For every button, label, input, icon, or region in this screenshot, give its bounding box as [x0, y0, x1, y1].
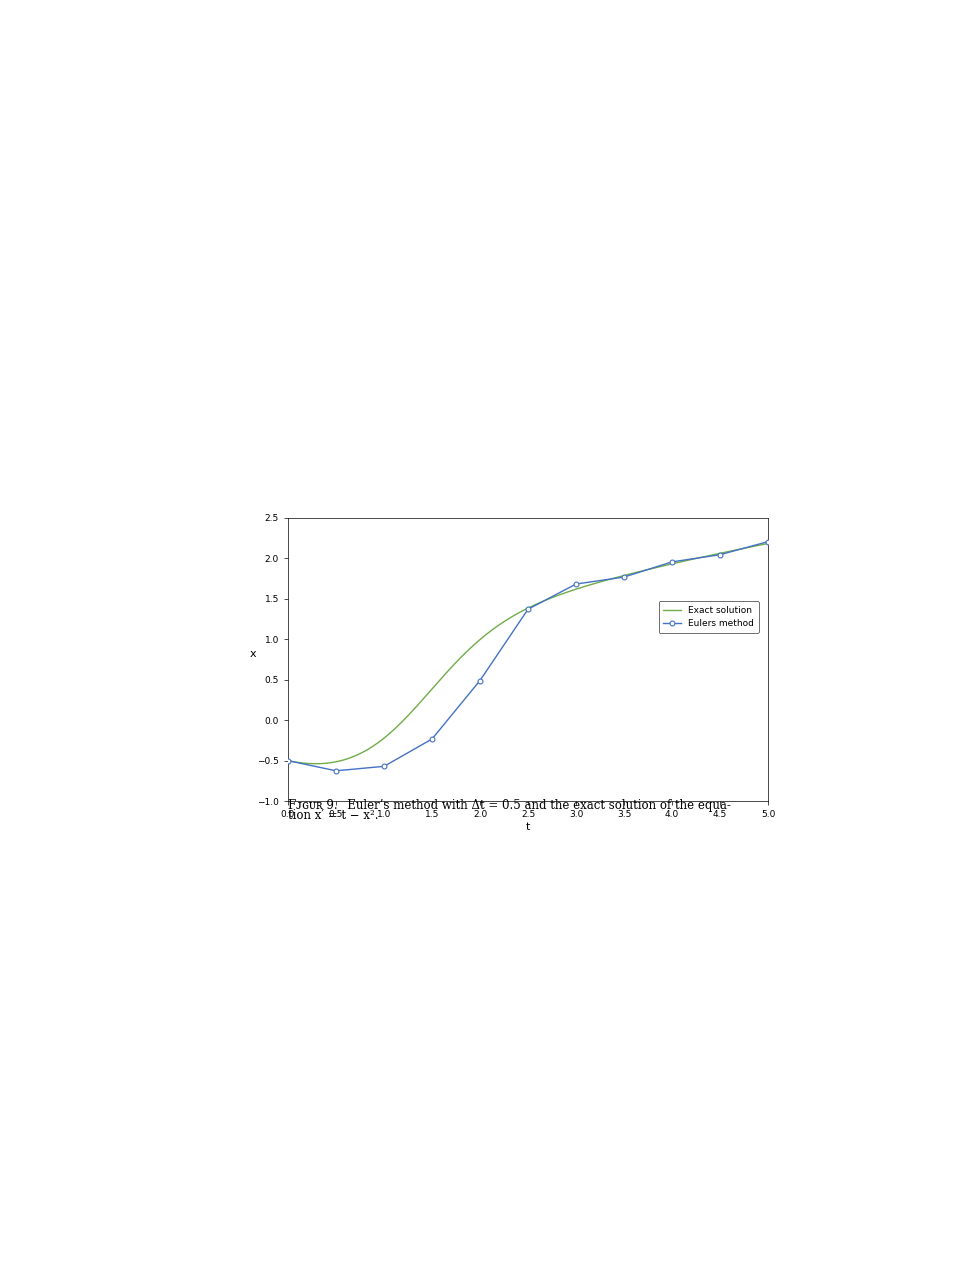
Text: Fᴊɢᴜʀ 9.  Euler’s method with Δt = 0.5 and the exact solution of the equa-: Fᴊɢᴜʀ 9. Euler’s method with Δt = 0.5 an…	[288, 799, 731, 811]
Legend: Exact solution, Eulers method: Exact solution, Eulers method	[659, 601, 758, 632]
Exact solution	[665, 556, 677, 572]
Eulers method	[330, 762, 342, 778]
Y-axis label: x: x	[250, 649, 256, 659]
Exact solution	[282, 753, 294, 769]
Eulers method	[570, 576, 582, 591]
Exact solution	[657, 558, 668, 573]
Eulers method	[666, 554, 678, 569]
Eulers method	[378, 759, 390, 774]
Exact solution	[477, 630, 489, 645]
Eulers method	[714, 547, 726, 563]
Line: Exact solution: Exact solution	[288, 544, 768, 764]
Exact solution	[762, 536, 774, 551]
Eulers method	[762, 535, 774, 550]
Eulers method	[426, 732, 438, 747]
Exact solution	[310, 756, 322, 772]
Eulers method	[282, 753, 294, 769]
Eulers method	[522, 601, 534, 617]
Line: Eulers method: Eulers method	[285, 540, 771, 773]
X-axis label: t: t	[526, 822, 530, 832]
Eulers method	[618, 569, 630, 585]
Exact solution	[494, 617, 506, 632]
Eulers method	[474, 672, 486, 688]
Exact solution	[332, 753, 344, 769]
Text: tion x′ = t − x².: tion x′ = t − x².	[288, 809, 378, 822]
Exact solution	[612, 569, 624, 585]
